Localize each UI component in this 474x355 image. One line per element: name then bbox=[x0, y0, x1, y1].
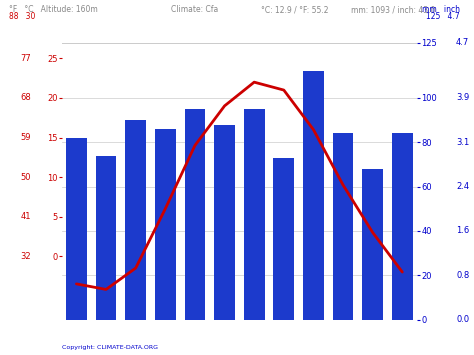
Text: 125   4.7: 125 4.7 bbox=[426, 12, 460, 21]
Text: 50: 50 bbox=[20, 173, 31, 182]
Bar bbox=[155, 129, 176, 320]
Bar bbox=[333, 133, 354, 320]
Text: 77: 77 bbox=[20, 54, 31, 63]
Text: 0.0: 0.0 bbox=[456, 315, 469, 324]
Text: 2.4: 2.4 bbox=[456, 182, 469, 191]
Text: Climate: Cfa: Climate: Cfa bbox=[171, 5, 218, 14]
Bar bbox=[392, 133, 413, 320]
Bar bbox=[66, 138, 87, 320]
Text: 41: 41 bbox=[20, 212, 31, 221]
Text: 4.7: 4.7 bbox=[456, 38, 469, 47]
Text: 1.6: 1.6 bbox=[456, 226, 469, 235]
Text: 3.1: 3.1 bbox=[456, 138, 469, 147]
Bar bbox=[303, 71, 324, 320]
Text: 0.8: 0.8 bbox=[456, 271, 469, 280]
Bar bbox=[214, 125, 235, 320]
Bar bbox=[96, 155, 117, 320]
Bar bbox=[125, 120, 146, 320]
Text: mm   inch: mm inch bbox=[422, 5, 460, 14]
Bar bbox=[273, 158, 294, 320]
Text: 88   30: 88 30 bbox=[9, 12, 36, 21]
Text: Copyright: CLIMATE-DATA.ORG: Copyright: CLIMATE-DATA.ORG bbox=[62, 345, 158, 350]
Text: 3.9: 3.9 bbox=[456, 93, 469, 103]
Text: 68: 68 bbox=[20, 93, 31, 103]
Bar bbox=[244, 109, 264, 320]
Text: °C: 12.9 / °F: 55.2: °C: 12.9 / °F: 55.2 bbox=[261, 5, 328, 14]
Text: 59: 59 bbox=[20, 133, 31, 142]
Text: 32: 32 bbox=[20, 252, 31, 261]
Text: mm: 1093 / inch: 43.0: mm: 1093 / inch: 43.0 bbox=[351, 5, 435, 14]
Text: °F   °C   Altitude: 160m: °F °C Altitude: 160m bbox=[9, 5, 98, 14]
Bar bbox=[184, 109, 205, 320]
Bar bbox=[362, 169, 383, 320]
